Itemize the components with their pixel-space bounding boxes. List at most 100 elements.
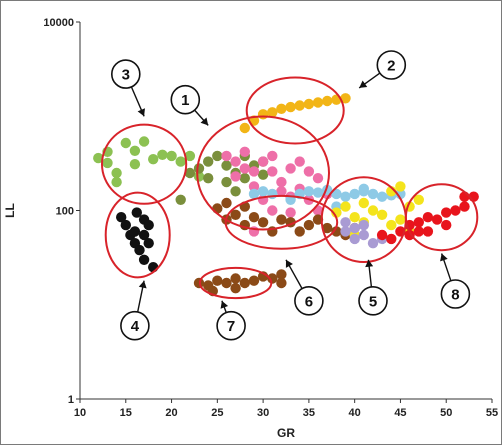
x-tick-label: 50	[440, 407, 452, 419]
callout-label: 8	[451, 287, 459, 304]
data-point	[257, 169, 269, 180]
data-point	[441, 219, 452, 231]
x-tick-label: 30	[257, 407, 269, 419]
data-point	[349, 233, 360, 245]
data-point	[276, 186, 287, 197]
data-point	[450, 205, 461, 216]
data-point	[395, 188, 406, 200]
data-point	[131, 207, 142, 218]
data-point	[312, 214, 324, 225]
data-point	[93, 152, 104, 164]
data-point	[312, 187, 324, 198]
data-point	[138, 254, 150, 265]
data-point	[267, 107, 278, 118]
data-point	[331, 188, 342, 200]
data-point	[349, 222, 360, 234]
data-point	[129, 159, 141, 170]
data-point	[386, 219, 397, 231]
data-point	[129, 226, 141, 237]
data-point	[376, 229, 388, 241]
data-point	[322, 95, 333, 107]
data-point	[184, 167, 196, 179]
data-point	[422, 212, 434, 223]
data-point	[376, 209, 388, 220]
data-point	[230, 209, 241, 220]
y-tick-label: 10000	[43, 17, 74, 29]
x-tick-label: 35	[303, 407, 315, 419]
callout-circle-7	[216, 310, 246, 341]
data-point	[276, 103, 287, 115]
data-point	[248, 181, 260, 192]
callout-circle-8	[440, 279, 471, 309]
data-point	[230, 273, 241, 284]
data-point	[148, 154, 159, 165]
data-point	[413, 226, 424, 237]
data-point	[285, 207, 296, 218]
callout-label: 2	[387, 58, 395, 75]
x-tick-label: 40	[349, 407, 361, 419]
data-point	[367, 238, 379, 249]
data-point	[102, 157, 113, 169]
data-point	[267, 166, 278, 177]
data-point	[212, 150, 223, 162]
x-tick-label: 15	[120, 407, 132, 419]
data-point	[312, 173, 324, 184]
data-point	[134, 244, 145, 256]
data-point	[230, 156, 241, 167]
callout-arrowhead	[138, 280, 147, 289]
y-tick-label: 100	[56, 206, 74, 218]
data-point	[340, 226, 351, 237]
data-point	[358, 197, 369, 209]
data-point	[312, 97, 324, 108]
x-tick-label: 20	[165, 407, 177, 419]
callout-arrowhead	[220, 300, 229, 309]
data-point	[285, 101, 296, 113]
callout-circle-2	[376, 50, 407, 80]
data-point	[221, 150, 232, 162]
x-tick-label: 55	[486, 407, 498, 419]
data-point	[431, 214, 443, 225]
data-point	[285, 163, 296, 174]
data-point	[267, 273, 278, 284]
data-point	[248, 166, 260, 177]
data-point	[138, 229, 150, 241]
data-point	[193, 163, 205, 174]
cluster-ellipse-8	[404, 183, 479, 252]
data-point	[212, 275, 223, 286]
data-point	[340, 191, 351, 202]
callout-arrowhead	[365, 259, 374, 268]
data-point	[395, 214, 406, 225]
y-axis-title: LL	[3, 203, 17, 218]
data-point	[120, 219, 131, 231]
x-tick-label: 10	[74, 407, 86, 419]
callout-label: 5	[369, 293, 377, 310]
callout-label: 3	[122, 67, 130, 84]
cluster-ellipse-2	[245, 76, 345, 145]
callout-circle-5	[358, 285, 388, 316]
data-point	[175, 194, 186, 205]
data-point	[358, 229, 369, 241]
callout-arrowhead	[440, 253, 448, 262]
data-point	[257, 109, 269, 120]
data-point	[148, 262, 159, 273]
data-point	[331, 226, 342, 237]
data-point	[422, 226, 434, 237]
cluster-ellipse-1	[196, 115, 331, 231]
cluster-ellipse-4	[104, 191, 171, 279]
data-point	[340, 217, 351, 228]
data-point	[322, 222, 333, 234]
data-point	[413, 217, 424, 228]
data-point	[276, 277, 287, 289]
callout-arrowhead	[285, 259, 293, 268]
cluster-ellipse-7	[198, 266, 273, 300]
data-point	[116, 212, 127, 223]
callout-label: 1	[181, 92, 189, 109]
data-point	[358, 219, 369, 231]
data-point	[175, 156, 186, 167]
data-point	[276, 214, 287, 225]
data-point	[294, 226, 305, 237]
data-point	[143, 219, 154, 231]
data-point	[358, 183, 369, 194]
data-point	[221, 197, 232, 209]
